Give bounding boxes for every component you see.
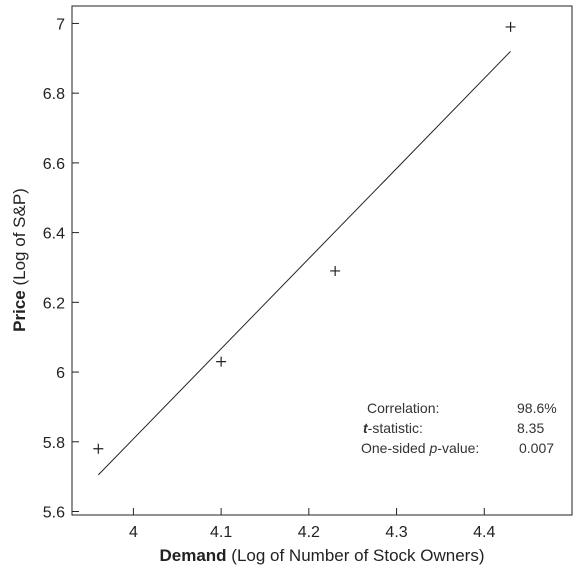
y-tick-label: 6.4: [43, 226, 65, 243]
plot-area: [71, 5, 573, 516]
y-tick-label: 6.2: [43, 295, 65, 312]
x-tick-label: 4.3: [385, 524, 407, 541]
data-point-plus-marker: [93, 443, 104, 454]
data-point-plus-marker: [330, 265, 341, 276]
x-tick-label: 4.4: [473, 524, 495, 541]
data-point-plus-marker: [216, 356, 227, 367]
x-tick-label: 4.1: [210, 524, 232, 541]
fit-line-layer: [97, 50, 511, 476]
correlation-value: 98.6%: [517, 400, 557, 416]
p-value-label: One-sided p-value:: [361, 440, 479, 456]
y-tick-label: 6.8: [43, 86, 65, 103]
x-axis-title: Demand (Log of Number of Stock Owners): [159, 546, 484, 565]
y-tick-label: 5.6: [43, 505, 65, 522]
x-tick-label: 4: [129, 524, 138, 541]
y-tick-label: 7: [56, 16, 65, 33]
regression-line: [97, 50, 511, 476]
plot-frame: [71, 5, 573, 516]
x-axis-ticks: 4 4.1 4.2 4.3 4.4: [129, 508, 495, 541]
t-statistic-value: 8.35: [517, 420, 544, 436]
data-point-plus-marker: [505, 21, 516, 32]
data-points: [93, 21, 516, 454]
y-tick-label: 5.8: [43, 435, 65, 452]
x-tick-label: 4.2: [298, 524, 320, 541]
t-statistic-label: t-statistic:: [363, 420, 423, 436]
y-axis-title: Price (Log of S&P): [10, 188, 29, 332]
y-tick-label: 6: [56, 365, 65, 382]
stats-annotation: Correlation: 98.6% t-statistic: 8.35 One…: [361, 400, 557, 456]
correlation-label: Correlation:: [367, 400, 439, 416]
p-value-value: 0.007: [519, 440, 554, 456]
y-axis-ticks: 5.6 5.8 6 6.2 6.4 6.6 6.8 7: [43, 16, 79, 522]
y-tick-label: 6.6: [43, 156, 65, 173]
